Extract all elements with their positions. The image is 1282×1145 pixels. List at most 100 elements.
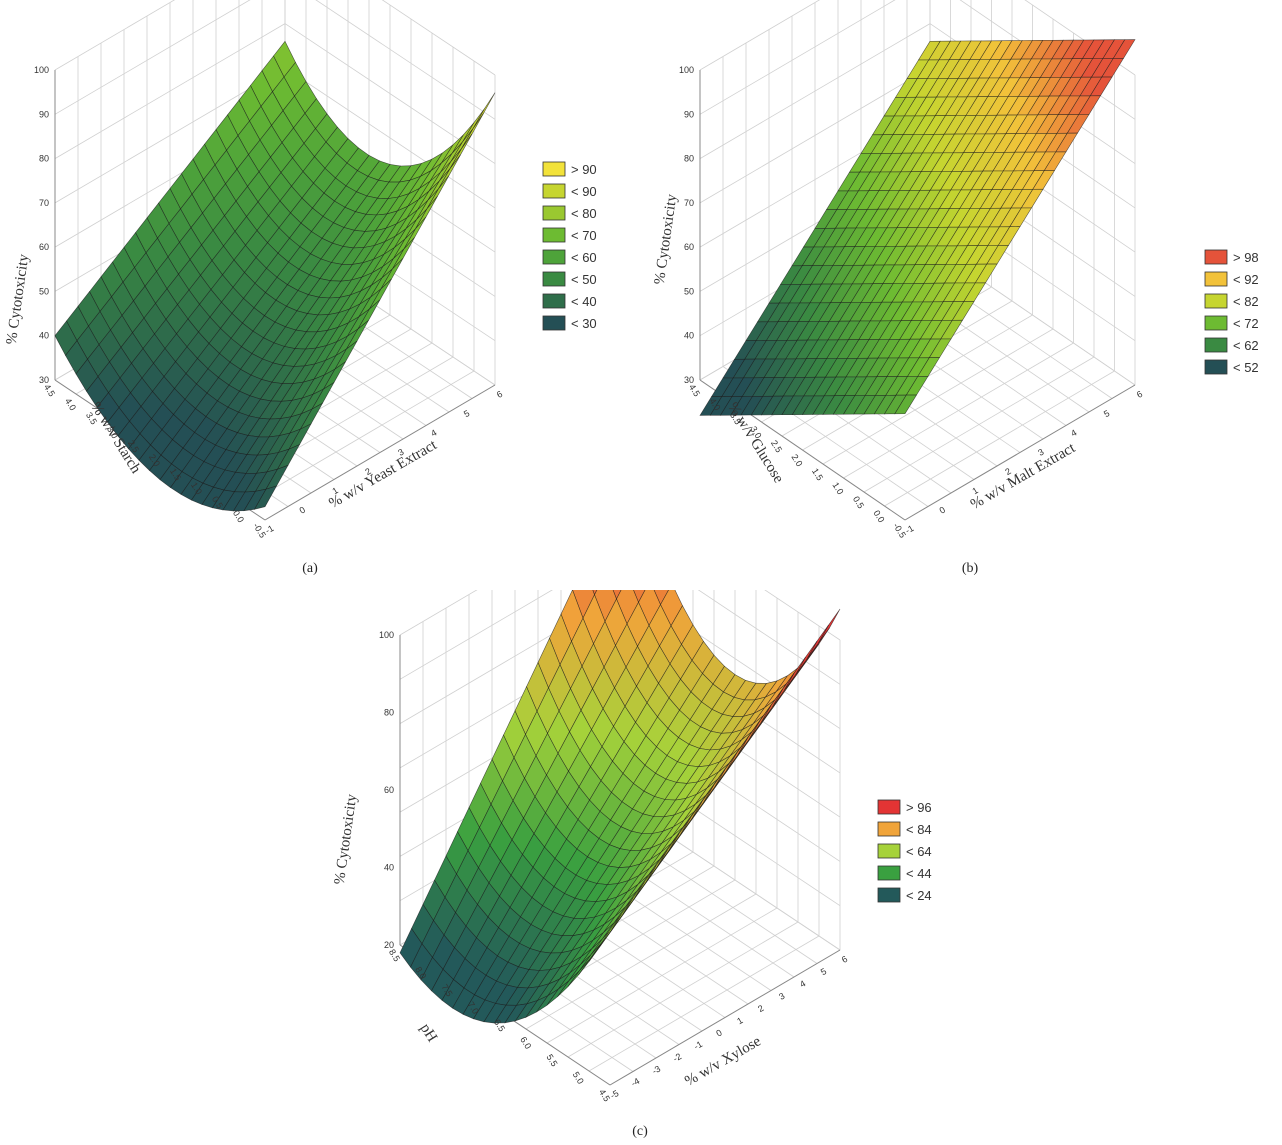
legend-swatch [1204,293,1228,309]
z-tick-label: 40 [384,863,394,873]
surface-cell [817,608,841,644]
z-tick-label: 100 [379,630,394,640]
z-tick-label: 100 [679,65,694,75]
y-tick-label: 2 [756,1003,765,1014]
y-tick-label: 2 [1003,466,1012,477]
legend-label: > 98 [1233,250,1259,265]
surface-cell [472,92,496,129]
z-axis-label: % Cytotoxicity [652,193,681,286]
legend-label: < 52 [1233,360,1259,375]
surface-plot-b: 30 40 50 60 70 80 90 100 4.5 4.0 3.5 3.0 2.5 2.0 1.5 1… [640,0,1282,580]
y-tick-label: 1 [735,1015,744,1026]
y-tick-label: 0 [298,505,307,516]
legend-swatch [542,315,566,331]
wall-gridline [399,590,841,685]
z-tick-label: 70 [39,198,49,208]
surface-cell [461,113,484,149]
legend: > 98 < 92 < 82 < 72 < 62 < 52 [1204,249,1259,375]
panel-caption: (c) [632,1124,648,1139]
legend-label: < 40 [571,294,597,309]
y-tick-label: 0 [714,1027,723,1038]
z-tick-label: 30 [684,375,694,385]
wall-gridline [54,0,496,76]
x-tick-label: 2.0 [789,452,804,468]
surface-cell [894,394,918,415]
x-tick-label: 1.0 [830,480,845,496]
legend-label: < 60 [571,250,597,265]
z-ticks: 30 40 50 60 70 80 90 100 [679,65,694,385]
legend: > 90 < 90 < 80 < 70 < 60 < 50 < 40 < 30 [542,161,597,331]
x-tick-label: 5.0 [571,1070,586,1086]
legend-swatch [1204,271,1228,287]
x-tick-label: 0.5 [851,494,866,510]
legend-label: < 70 [571,228,597,243]
wall-gridline [54,23,496,164]
y-ticks: -1 0 1 2 3 4 5 6 [904,389,1145,536]
surface-plot-a: 30 40 50 60 70 80 90 100 4.5 4.0 3.5 3.0 2.5 2.0 1.5 1… [0,0,640,580]
legend-swatch [877,865,901,881]
legend-swatch [1204,315,1228,331]
z-tick-label: 50 [39,286,49,296]
y-tick-label: -1 [904,523,916,536]
legend-swatch [877,821,901,837]
legend-swatch [542,205,566,221]
z-tick-label: 40 [684,331,694,341]
legend-label: < 80 [571,206,597,221]
y-tick-label: 5 [1102,408,1111,419]
y-tick-label: -3 [650,1064,662,1077]
surface-cell [612,590,622,600]
legend-swatch [542,271,566,287]
y-axis-line [609,949,841,1086]
y-tick-label: 0 [938,505,947,516]
z-tick-label: 90 [39,109,49,119]
y-tick-label: 6 [495,389,504,400]
surface-cell [253,485,278,510]
surface-plot-c: 20 40 60 80 100 8.5 8.0 7.5 7.0 6.5 6.0 5.5 5.0 4.5 … [320,590,980,1145]
x-tick-label: 0.0 [871,508,886,524]
x-tick-label: 5.5 [544,1052,559,1068]
surface-cell [592,590,598,596]
y-axis-line [264,384,496,521]
legend-label: < 62 [1233,338,1259,353]
legend-swatch [542,293,566,309]
surface-cell [806,624,829,660]
legend-label: < 30 [571,316,597,331]
x-tick-label: 4.0 [63,396,78,412]
y-tick-label: -1 [692,1039,704,1052]
z-ticks: 30 40 50 60 70 80 90 100 [34,65,49,385]
x-tick-label: 1.5 [810,466,825,482]
legend: > 96 < 84 < 64 < 44 < 24 [877,799,932,903]
y-ticks: -1 0 1 2 3 4 5 6 [264,389,505,536]
z-tick-label: 100 [34,65,49,75]
legend-label: < 84 [906,822,932,837]
z-tick-label: 60 [684,242,694,252]
z-tick-label: 50 [684,286,694,296]
y-tick-label: 6 [1135,389,1144,400]
z-tick-label: 90 [684,109,694,119]
legend-swatch [542,161,566,177]
surface-cell [633,590,646,604]
z-tick-label: 80 [684,154,694,164]
y-tick-label: -1 [264,523,276,536]
z-tick-label: 60 [384,785,394,795]
legend-label: < 50 [571,272,597,287]
y-tick-label: 4 [798,978,807,989]
legend-label: < 92 [1233,272,1259,287]
y-tick-label: 4 [429,427,438,438]
legend-label: > 96 [906,800,932,815]
legend-swatch [542,183,566,199]
z-tick-label: 30 [39,375,49,385]
x-tick-label: 6.0 [518,1035,533,1051]
z-axis-label: % Cytotoxicity [4,253,33,346]
response-surface [54,40,496,512]
z-axis-label: % Cytotoxicity [332,793,361,886]
legend-label: < 44 [906,866,932,881]
wall-gridline [699,0,1136,76]
y-tick-label: 3 [777,991,786,1002]
legend-swatch [877,799,901,815]
z-tick-label: 40 [39,331,49,341]
legend-swatch [1204,359,1228,375]
surface-cell [599,913,622,947]
